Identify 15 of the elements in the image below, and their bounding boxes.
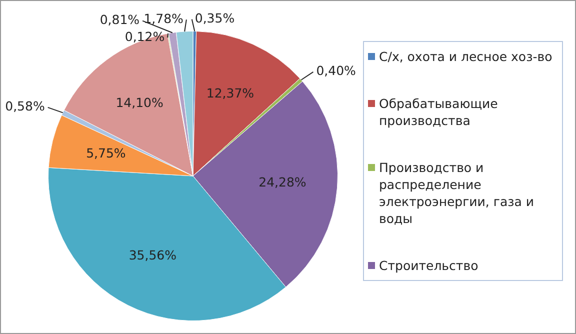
data-label: 12,37% xyxy=(206,86,254,101)
data-label: 5,75% xyxy=(86,145,126,160)
data-label: 0,35% xyxy=(194,10,235,26)
data-label: 14,10% xyxy=(116,95,164,110)
data-label: 0,58% xyxy=(5,98,45,114)
legend-label: С/х, охота и лесное хоз-во xyxy=(379,48,552,65)
data-label: 0,12% xyxy=(124,28,165,44)
legend-label: Обрабатывающие производства xyxy=(379,95,499,129)
legend-label: Строительство xyxy=(379,257,478,274)
data-label: 0,40% xyxy=(316,63,356,78)
data-label: 35,56% xyxy=(128,247,177,262)
legend-label: Производство и распределение электроэнергии, газа и воды xyxy=(379,159,536,227)
data-label: 24,28% xyxy=(258,174,306,190)
data-label: 1,78% xyxy=(144,10,184,26)
data-label: 0,81% xyxy=(100,12,140,28)
